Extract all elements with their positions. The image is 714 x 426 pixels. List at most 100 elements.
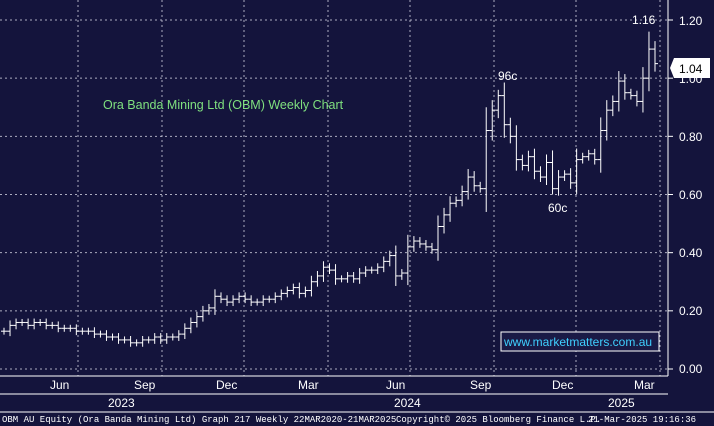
- x-tick-label: Sep: [470, 378, 492, 392]
- price-bar: [645, 31, 652, 92]
- x-year-label: 2025: [608, 396, 635, 410]
- price-bar: [356, 268, 363, 284]
- price-bar: [278, 289, 285, 301]
- y-axis: 0.00 0.20 0.40 0.60 0.80 1.00 1.20: [679, 14, 703, 376]
- price-bar: [284, 286, 291, 298]
- price-bar: [585, 149, 592, 161]
- price-bar: [91, 327, 98, 339]
- price-bar: [633, 90, 640, 107]
- price-bar: [13, 318, 20, 330]
- price-bar: [175, 330, 182, 341]
- price-bar: [115, 333, 122, 344]
- price-bar: [362, 266, 369, 277]
- price-bar: [422, 240, 429, 251]
- price-bar: [236, 292, 243, 304]
- price-bar: [579, 152, 586, 164]
- price-bar: [398, 269, 405, 280]
- price-bar: [79, 327, 86, 335]
- x-tick-label: Dec: [216, 378, 237, 392]
- price-bar: [193, 311, 200, 328]
- price-bar: [49, 321, 56, 329]
- price-bar: [410, 236, 417, 252]
- price-bar: [597, 117, 604, 173]
- watermark-text: www.marketmatters.com.au: [503, 335, 652, 349]
- x-tick-label: Mar: [298, 378, 319, 392]
- price-bar: [428, 242, 435, 254]
- price-bar: [435, 215, 441, 261]
- price-bar: [224, 295, 231, 307]
- price-bar: [272, 292, 279, 304]
- price-bar: [7, 320, 14, 337]
- price-bar: [302, 286, 309, 298]
- x-tick-label: Jun: [386, 378, 405, 392]
- price-bar: [133, 339, 140, 347]
- price-bar: [531, 148, 538, 180]
- price-bar: [483, 107, 490, 212]
- price-bar: [151, 333, 158, 344]
- price-bar: [501, 82, 508, 138]
- price-bar: [127, 335, 134, 347]
- price-bar: [332, 264, 339, 285]
- price-bar: [489, 100, 496, 141]
- price-bar: [254, 298, 261, 306]
- price-bar: [290, 283, 297, 295]
- y-tick-label: 0.60: [679, 188, 703, 202]
- price-bar: [211, 289, 218, 315]
- price-bar: [615, 71, 622, 112]
- x-tick-label: Dec: [552, 378, 573, 392]
- price-bar: [97, 330, 104, 338]
- price-bar: [447, 196, 454, 222]
- price-bar: [37, 318, 44, 326]
- price-bar: [404, 234, 411, 286]
- price-bar: [549, 150, 556, 195]
- price-bar: [380, 256, 387, 273]
- price-bar: [266, 295, 273, 303]
- price-bar: [627, 88, 634, 100]
- x-tick-label: Mar: [634, 378, 655, 392]
- price-bar: [163, 333, 170, 344]
- price-bar: [248, 295, 255, 307]
- price-bar: [555, 170, 562, 196]
- y-tick-label: 0.40: [679, 246, 703, 260]
- price-bar: [591, 148, 598, 165]
- watermark: www.marketmatters.com.au: [500, 331, 660, 352]
- price-bar: [205, 303, 212, 315]
- price-bar: [639, 67, 646, 113]
- price-bar: [652, 41, 658, 72]
- price-bar: [567, 168, 574, 189]
- y-tick-label: 1.00: [679, 72, 703, 86]
- price-bar: [187, 317, 194, 334]
- price-bar: [73, 324, 80, 336]
- footer-right: 21-Mar-2025 19:16:36: [588, 415, 696, 425]
- price-bar: [199, 305, 206, 322]
- price-bar: [465, 169, 472, 200]
- price-bar: [31, 318, 38, 330]
- y-tick-label: 1.20: [679, 14, 703, 28]
- annotation-high: 1.16: [632, 13, 656, 27]
- price-bar: [145, 336, 152, 344]
- x-year-label: 2024: [394, 396, 421, 410]
- price-bar: [157, 333, 164, 344]
- price-bar: [296, 282, 303, 299]
- price-bar: [121, 336, 128, 344]
- price-bars: [1, 31, 658, 347]
- last-price-label: 1.04: [679, 62, 703, 76]
- x-year-label: 2023: [108, 396, 135, 410]
- price-bar: [1, 327, 7, 335]
- price-bar: [392, 245, 399, 286]
- x-tick-label: Jun: [50, 378, 69, 392]
- price-bar: [181, 323, 188, 340]
- price-bar: [459, 185, 466, 207]
- price-bar: [85, 327, 92, 335]
- price-bar: [326, 263, 333, 275]
- footer-center: Copyright© 2025 Bloomberg Finance L.P.: [396, 415, 601, 425]
- price-bar: [25, 318, 32, 330]
- price-bar: [344, 272, 351, 283]
- annotation-96c: 96c: [498, 69, 517, 83]
- annotation-60c: 60c: [548, 201, 567, 215]
- price-bar: [260, 295, 267, 307]
- price-bar: [519, 154, 526, 171]
- price-bar: [169, 333, 176, 341]
- price-bar: [495, 89, 502, 119]
- x-axis: Jun Sep Dec Mar Jun Sep Dec Mar 2023 202…: [0, 0, 714, 413]
